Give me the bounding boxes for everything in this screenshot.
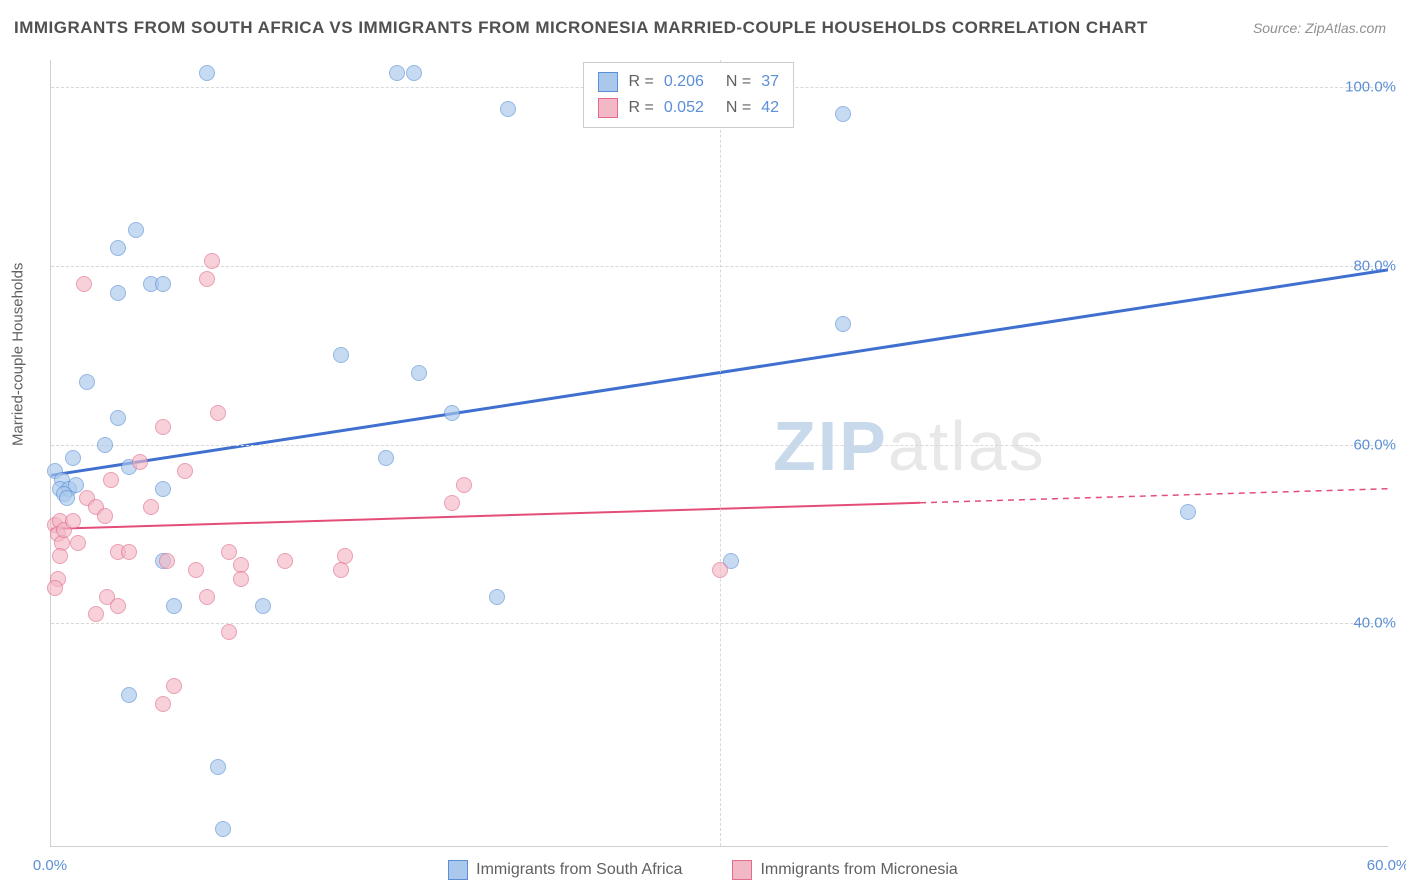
scatter-point-south_africa bbox=[68, 477, 84, 493]
gridline-vertical bbox=[720, 60, 721, 846]
scatter-point-micronesia bbox=[143, 499, 159, 515]
legend-swatch-micronesia bbox=[732, 860, 752, 880]
scatter-point-south_africa bbox=[128, 222, 144, 238]
scatter-point-micronesia bbox=[155, 696, 171, 712]
y-tick-label: 80.0% bbox=[1353, 257, 1396, 274]
series-legend-item-micronesia: Immigrants from Micronesia bbox=[732, 860, 957, 880]
scatter-point-south_africa bbox=[835, 316, 851, 332]
scatter-point-south_africa bbox=[110, 285, 126, 301]
correlation-legend: R = 0.206 N = 37 R = 0.052 N = 42 bbox=[583, 62, 794, 128]
scatter-point-micronesia bbox=[221, 624, 237, 640]
scatter-point-micronesia bbox=[76, 276, 92, 292]
scatter-point-south_africa bbox=[500, 101, 516, 117]
watermark-atlas: atlas bbox=[888, 407, 1046, 485]
y-axis-label: Married-couple Households bbox=[10, 263, 27, 446]
watermark-zip: ZIP bbox=[773, 407, 888, 485]
scatter-point-south_africa bbox=[65, 450, 81, 466]
scatter-point-south_africa bbox=[215, 821, 231, 837]
scatter-point-south_africa bbox=[1180, 504, 1196, 520]
scatter-point-micronesia bbox=[47, 580, 63, 596]
scatter-point-south_africa bbox=[59, 490, 75, 506]
scatter-point-micronesia bbox=[337, 548, 353, 564]
y-tick-label: 60.0% bbox=[1353, 436, 1396, 453]
scatter-point-south_africa bbox=[210, 759, 226, 775]
series-legend-label: Immigrants from Micronesia bbox=[760, 861, 957, 879]
legend-r-label: R = bbox=[628, 99, 653, 117]
scatter-point-micronesia bbox=[166, 678, 182, 694]
scatter-point-micronesia bbox=[188, 562, 204, 578]
scatter-point-south_africa bbox=[835, 106, 851, 122]
scatter-point-south_africa bbox=[166, 598, 182, 614]
source-label: Source: ZipAtlas.com bbox=[1253, 20, 1386, 36]
scatter-point-south_africa bbox=[489, 589, 505, 605]
legend-n-value: 37 bbox=[761, 73, 779, 91]
scatter-point-micronesia bbox=[277, 553, 293, 569]
scatter-point-south_africa bbox=[411, 365, 427, 381]
scatter-point-micronesia bbox=[103, 472, 119, 488]
scatter-point-micronesia bbox=[204, 253, 220, 269]
scatter-point-micronesia bbox=[132, 454, 148, 470]
scatter-point-south_africa bbox=[199, 65, 215, 81]
chart-title: IMMIGRANTS FROM SOUTH AFRICA VS IMMIGRAN… bbox=[14, 18, 1148, 38]
scatter-point-micronesia bbox=[121, 544, 137, 560]
scatter-point-micronesia bbox=[155, 419, 171, 435]
scatter-point-micronesia bbox=[210, 405, 226, 421]
legend-n-label: N = bbox=[726, 99, 751, 117]
scatter-point-south_africa bbox=[155, 276, 171, 292]
correlation-legend-row-south_africa: R = 0.206 N = 37 bbox=[598, 69, 779, 95]
legend-swatch-micronesia bbox=[598, 98, 618, 118]
scatter-point-micronesia bbox=[159, 553, 175, 569]
scatter-point-micronesia bbox=[110, 598, 126, 614]
scatter-point-south_africa bbox=[406, 65, 422, 81]
scatter-point-micronesia bbox=[199, 589, 215, 605]
scatter-point-micronesia bbox=[52, 548, 68, 564]
scatter-point-micronesia bbox=[65, 513, 81, 529]
scatter-point-south_africa bbox=[155, 481, 171, 497]
trendline-micronesia bbox=[51, 503, 920, 529]
scatter-point-south_africa bbox=[255, 598, 271, 614]
legend-n-label: N = bbox=[726, 73, 751, 91]
x-tick-label: 0.0% bbox=[33, 857, 67, 874]
scatter-point-south_africa bbox=[333, 347, 349, 363]
legend-r-value: 0.052 bbox=[664, 99, 704, 117]
scatter-point-micronesia bbox=[712, 562, 728, 578]
watermark: ZIPatlas bbox=[773, 406, 1046, 486]
scatter-point-south_africa bbox=[378, 450, 394, 466]
scatter-point-south_africa bbox=[110, 410, 126, 426]
scatter-point-micronesia bbox=[177, 463, 193, 479]
x-tick-label: 60.0% bbox=[1367, 857, 1406, 874]
scatter-point-south_africa bbox=[389, 65, 405, 81]
legend-r-value: 0.206 bbox=[664, 73, 704, 91]
scatter-point-micronesia bbox=[221, 544, 237, 560]
scatter-point-micronesia bbox=[444, 495, 460, 511]
scatter-point-micronesia bbox=[70, 535, 86, 551]
scatter-point-micronesia bbox=[97, 508, 113, 524]
scatter-point-south_africa bbox=[121, 687, 137, 703]
y-tick-label: 100.0% bbox=[1345, 78, 1396, 95]
series-legend: Immigrants from South Africa Immigrants f… bbox=[0, 860, 1406, 880]
trendline-micronesia-dashed bbox=[920, 489, 1388, 503]
scatter-point-micronesia bbox=[456, 477, 472, 493]
scatter-point-micronesia bbox=[88, 606, 104, 622]
chart-container: IMMIGRANTS FROM SOUTH AFRICA VS IMMIGRAN… bbox=[0, 0, 1406, 892]
legend-r-label: R = bbox=[628, 73, 653, 91]
scatter-point-south_africa bbox=[444, 405, 460, 421]
correlation-legend-row-micronesia: R = 0.052 N = 42 bbox=[598, 95, 779, 121]
scatter-point-south_africa bbox=[97, 437, 113, 453]
legend-swatch-south_africa bbox=[598, 72, 618, 92]
scatter-point-micronesia bbox=[199, 271, 215, 287]
scatter-point-micronesia bbox=[233, 571, 249, 587]
scatter-point-south_africa bbox=[110, 240, 126, 256]
scatter-point-south_africa bbox=[79, 374, 95, 390]
legend-n-value: 42 bbox=[761, 99, 779, 117]
y-tick-label: 40.0% bbox=[1353, 615, 1396, 632]
legend-swatch-south_africa bbox=[448, 860, 468, 880]
series-legend-item-south_africa: Immigrants from South Africa bbox=[448, 860, 682, 880]
series-legend-label: Immigrants from South Africa bbox=[476, 861, 682, 879]
plot-area: ZIPatlas bbox=[50, 60, 1388, 847]
